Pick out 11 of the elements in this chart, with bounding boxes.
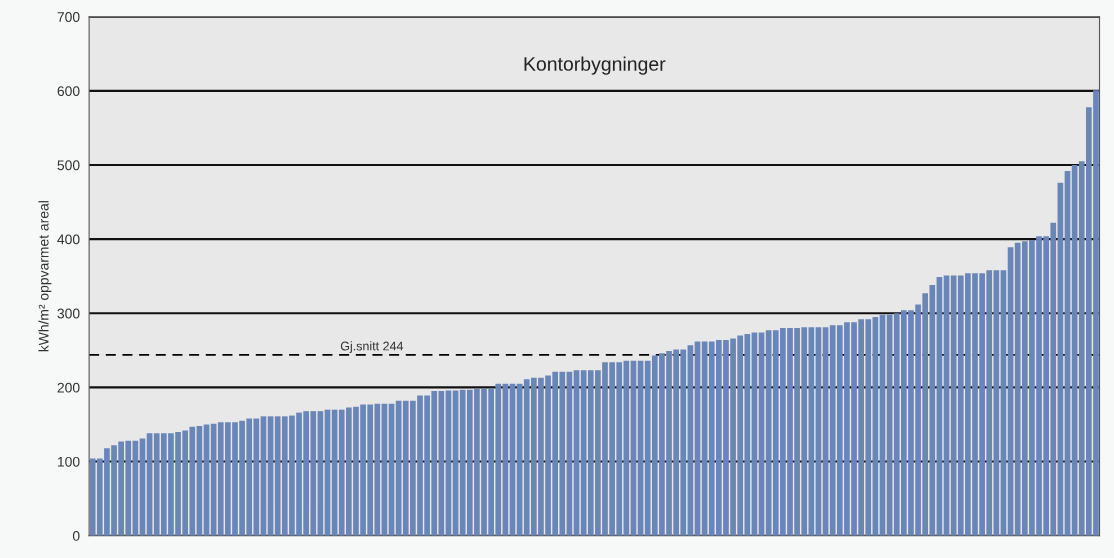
y-tick-label: 200 — [57, 382, 80, 393]
y-tick-label: 0 — [72, 531, 80, 541]
y-tick-label: 500 — [57, 160, 80, 171]
y-axis-title: kWh/m² oppvarmet areal — [38, 201, 52, 352]
ref-line-label: Gj.snitt 244 — [340, 341, 404, 353]
y-tick-label: 600 — [57, 86, 80, 97]
y-tick-label: 400 — [57, 234, 80, 245]
y-tick-label: 100 — [57, 456, 80, 467]
y-tick-label: 700 — [57, 12, 80, 22]
y-tick-label: 300 — [57, 308, 80, 319]
text: Kontorbygninger — [524, 56, 666, 75]
